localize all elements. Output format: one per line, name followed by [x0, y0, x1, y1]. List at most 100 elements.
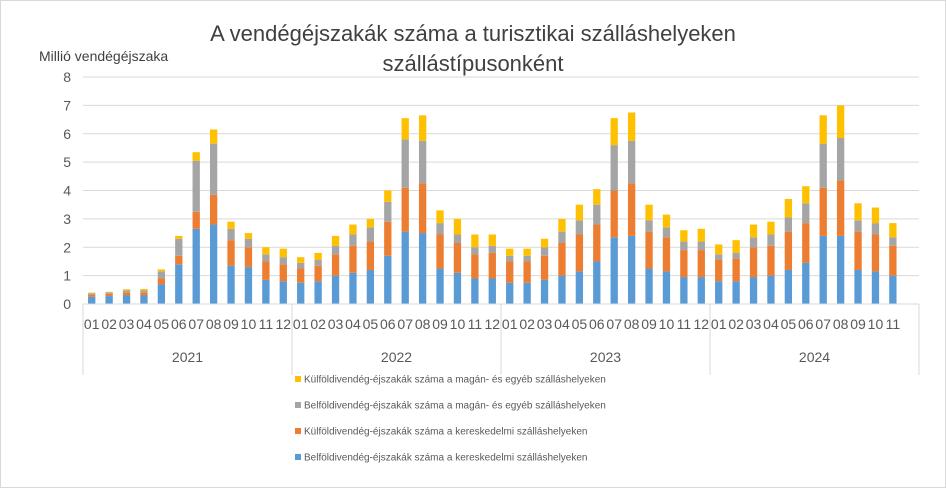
- bar-segment: [175, 235, 183, 239]
- bar-segment: [819, 143, 827, 188]
- bar-segment: [506, 282, 514, 304]
- x-tick-label: 09: [432, 316, 448, 332]
- bar-segment: [453, 272, 462, 304]
- bar-segment: [575, 220, 584, 235]
- bar-segment: [279, 281, 287, 304]
- x-tick-label: 08: [833, 316, 849, 332]
- bar-segment: [749, 277, 758, 304]
- bar-segment: [366, 218, 375, 228]
- bar-segment: [157, 278, 166, 285]
- bar-segment: [297, 268, 305, 283]
- x-tick-label: 06: [798, 316, 814, 332]
- x-year-label: 2023: [590, 349, 621, 365]
- x-tick-label: 08: [415, 316, 431, 332]
- x-tick-label: 11: [677, 316, 692, 332]
- bar-segment: [349, 245, 357, 273]
- x-tick-label: 03: [328, 316, 344, 332]
- bar-segment: [506, 255, 514, 262]
- bar-segment: [680, 241, 688, 251]
- legend-label: Belföldivendég-éjszakák száma a keresked…: [304, 453, 587, 464]
- bar-segment: [836, 180, 845, 236]
- y-tick-label: 1: [63, 268, 71, 284]
- bar-segment: [749, 247, 758, 278]
- x-tick-label: 02: [728, 316, 744, 332]
- bar-segment: [331, 245, 340, 255]
- bar-segment: [593, 189, 601, 205]
- bar-segment: [436, 210, 444, 224]
- bar-segment: [506, 248, 514, 256]
- legend: Külföldivendég-éjszakák száma a magán- é…: [295, 375, 606, 464]
- bar-segment: [819, 187, 827, 236]
- bar-segment: [819, 115, 827, 144]
- legend-swatch: [295, 454, 301, 460]
- bar-segment: [140, 292, 148, 296]
- bar-segment: [471, 247, 479, 255]
- bar-segment: [732, 281, 740, 304]
- x-tick-label: 04: [345, 316, 361, 332]
- bar-segment: [209, 129, 218, 144]
- bar-segment: [471, 254, 479, 279]
- bar-segment: [836, 105, 845, 139]
- bar-segment: [366, 269, 375, 304]
- x-tick-label: 12: [276, 316, 292, 332]
- bar-segment: [662, 237, 671, 272]
- bar-segment: [854, 220, 862, 232]
- bar-segment: [871, 234, 880, 272]
- bar-segment: [192, 228, 200, 304]
- bar-segment: [279, 257, 287, 265]
- bar-segment: [540, 238, 549, 248]
- bar-segment: [209, 194, 218, 225]
- bar-segment: [314, 281, 322, 304]
- bar-segment: [331, 235, 340, 246]
- legend-swatch: [295, 428, 301, 434]
- bar-segment: [436, 268, 444, 304]
- bar-segment: [366, 227, 375, 242]
- bar-segment: [575, 234, 584, 272]
- bar-segment: [488, 234, 496, 246]
- x-tick-label: 05: [363, 316, 379, 332]
- bar-segment: [192, 160, 200, 212]
- bar-segment: [715, 254, 723, 261]
- x-tick-label: 09: [641, 316, 657, 332]
- bar-segment: [331, 275, 340, 304]
- bar-segment: [122, 290, 131, 293]
- bar-segment: [227, 228, 235, 241]
- x-tick-label: 01: [502, 316, 518, 332]
- x-tick-label: 12: [485, 316, 501, 332]
- bar-segment: [384, 201, 392, 222]
- x-tick-label: 07: [397, 316, 413, 332]
- bar-segment: [384, 255, 392, 304]
- bar-segment: [157, 271, 166, 279]
- bar-segment: [349, 234, 357, 246]
- bar-segment: [297, 257, 305, 263]
- x-tick-label: 01: [711, 316, 727, 332]
- bar-segment: [540, 247, 549, 256]
- bar-segment: [784, 199, 793, 218]
- bar-segment: [471, 234, 479, 248]
- x-tick-label: 03: [746, 316, 762, 332]
- x-tick-label: 12: [694, 316, 710, 332]
- bar-segment: [854, 231, 862, 270]
- y-tick-label: 7: [63, 97, 71, 113]
- bar-segment: [349, 272, 357, 304]
- bar-segment: [88, 293, 96, 295]
- x-tick-label: 08: [206, 316, 222, 332]
- bar-segment: [523, 248, 531, 256]
- bar-segment: [209, 143, 218, 195]
- bar-segment: [889, 275, 897, 304]
- x-tick-label: 03: [119, 316, 135, 332]
- bar-segment: [140, 288, 148, 291]
- bar-segment: [279, 248, 287, 258]
- bar-segment: [488, 252, 496, 279]
- bar-segment: [645, 268, 653, 304]
- bar-segment: [732, 240, 740, 253]
- bar-segment: [784, 231, 793, 270]
- x-tick-label: 04: [763, 316, 779, 332]
- bar-segment: [314, 260, 322, 266]
- bar-segment: [175, 238, 183, 256]
- bar-segment: [349, 224, 357, 235]
- bar-segment: [244, 247, 253, 268]
- x-tick-label: 08: [624, 316, 640, 332]
- bar-segment: [175, 264, 183, 304]
